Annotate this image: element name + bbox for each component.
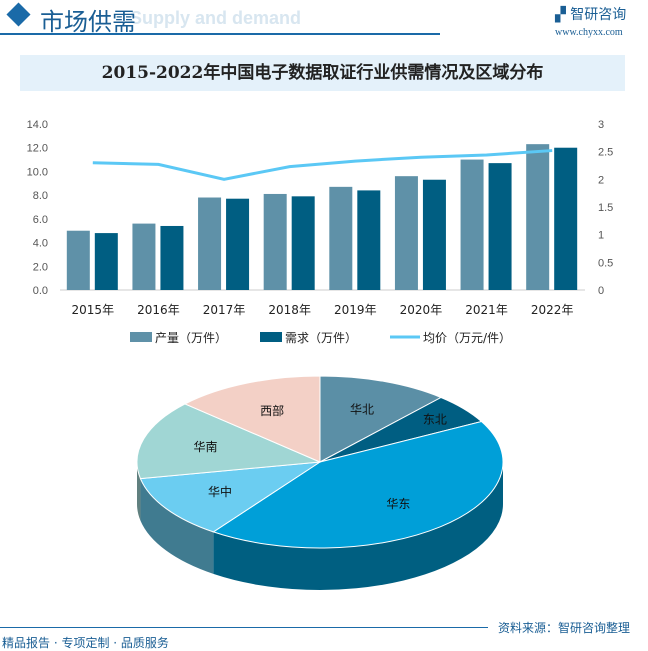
bar-demand [226,198,250,290]
x-tick-label: 2019年 [334,303,377,317]
y2-tick-label: 0.5 [598,257,613,269]
y2-tick-label: 3 [598,119,604,131]
pie-slice [139,461,321,533]
x-tick-label: 2020年 [400,303,443,317]
x-tick-label: 2016年 [137,303,180,317]
y-tick-label: 2.0 [33,261,48,273]
x-tick-label: 2018年 [268,303,311,317]
legend-label: 产量（万件） [155,331,227,345]
x-tick-label: 2022年 [531,303,574,317]
pie-label: 东北 [423,412,447,426]
header-subtitle: Supply and demand [130,8,302,28]
y-tick-label: 14.0 [27,119,48,131]
y2-tick-label: 1.5 [598,202,613,214]
header-title: 市场供需 [40,8,136,36]
logo-text: 智研咨询 [570,7,627,23]
y-tick-label: 6.0 [33,214,48,226]
bar-demand [554,147,578,290]
y2-tick-label: 1 [598,230,604,242]
bar-production [132,223,156,290]
pie-label: 西部 [260,403,284,418]
y-tick-label: 10.0 [27,166,48,178]
pie-side [140,478,214,574]
bar-production [460,159,484,290]
pie-label: 华中 [208,484,232,499]
pie-slice [183,375,321,463]
pie-slice [212,420,504,549]
bar-production [198,197,222,290]
bar-demand [160,225,184,290]
source-note: 资料来源：智研咨询整理 [498,621,631,635]
legend-swatch [260,332,282,342]
y2-tick-label: 0 [598,285,604,297]
header-divider [0,33,440,35]
pie-label: 华南 [193,439,217,454]
pie-slice [319,375,443,463]
bar-demand [488,163,512,290]
y-tick-label: 12.0 [27,143,48,155]
bar-production [66,230,90,290]
y2-tick-label: 2 [598,174,604,186]
chart-title: 2015-2022年中国电子数据取证行业供需情况及区域分布 [20,55,625,91]
footer-divider [0,627,488,628]
bar-production [263,193,287,290]
y-tick-label: 4.0 [33,238,48,250]
y2-tick-label: 2.5 [598,147,613,159]
bar-production [394,176,418,290]
x-tick-label: 2017年 [203,303,246,317]
bar-demand [422,179,446,290]
bar-production [526,144,550,290]
bar-demand [291,196,315,290]
legend-label: 需求（万件） [285,331,357,345]
slogan: 精品报告 · 专项定制 · 品质服务 [2,636,169,650]
pie-side [213,462,503,590]
y-tick-label: 0.0 [33,285,48,297]
bar-demand [94,233,118,290]
legend-swatch [130,332,152,342]
logo-url: www.chyxx.com [555,27,623,38]
legend-label: 均价（万元/件） [423,331,511,345]
pie-slice [136,403,321,480]
bar-demand [357,190,381,290]
price-line [92,149,553,181]
bar-production [329,186,353,290]
x-tick-label: 2021年 [465,303,508,317]
pie-label: 华东 [386,497,410,511]
logo: ▞ 智研咨询 [555,7,627,23]
pie-label: 华北 [350,403,374,417]
y-tick-label: 8.0 [33,190,48,202]
x-tick-label: 2015年 [72,303,115,317]
